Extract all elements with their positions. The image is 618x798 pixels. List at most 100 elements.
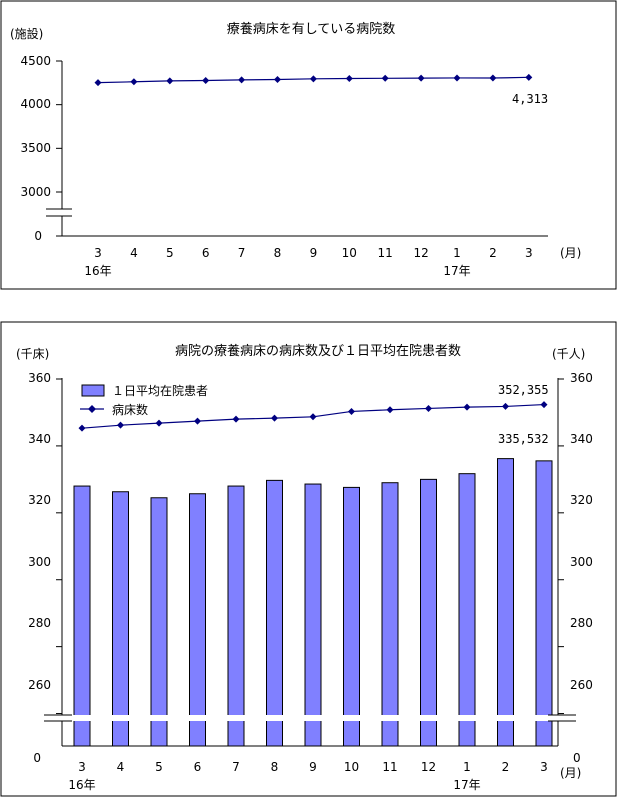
chart-2-bar [458, 473, 476, 747]
chart-1-xtick-label: 2 [489, 246, 497, 260]
chart-2-xtick-label: 9 [309, 760, 317, 774]
chart-2-xtick-label: 4 [117, 760, 125, 774]
chart-1-xtick-label: 6 [202, 246, 210, 260]
chart-1-point [166, 77, 174, 85]
chart-2-ytick-left-320: 320 [28, 493, 51, 507]
chart-2-xtick-label: 6 [194, 760, 202, 774]
chart-2-ytick-left-280: 280 [28, 616, 51, 630]
chart-2-bar [381, 482, 399, 747]
chart-2-point [463, 403, 471, 411]
chart-2-point [348, 407, 355, 415]
chart-2-y-ticks [56, 378, 564, 715]
chart-2-year-label: 16年 [68, 778, 95, 792]
chart-2-bar [266, 479, 283, 747]
chart-1-point [130, 78, 138, 86]
chart-2-point [540, 401, 548, 409]
chart-2-point [117, 421, 124, 429]
chart-2-bar [535, 460, 553, 747]
chart-2-point [271, 414, 278, 422]
chart-1-xtick-label: 1 [453, 246, 461, 260]
chart-2-ytick-left-360: 360 [28, 371, 51, 385]
chart-2-xtick-label: 10 [344, 760, 359, 774]
chart-1-ytick-3500: 3500 [20, 141, 51, 155]
chart-2-xtick-label: 2 [502, 760, 510, 774]
chart-1-series [94, 73, 533, 87]
chart-2-xtick-label: 1 [463, 760, 471, 774]
chart-2-bar [304, 483, 322, 747]
chart-1-point [238, 76, 246, 84]
chart-1-point [525, 73, 533, 81]
chart-2-xtick-label: 5 [155, 760, 163, 774]
chart-1-year-label: 17年 [443, 264, 470, 278]
chart-2-ytick-left-340: 340 [28, 432, 51, 446]
chart-2-ytick-right-260: 260 [570, 678, 593, 692]
chart-2-year-label: 17年 [453, 778, 480, 792]
chart-1-y-ticks [56, 60, 62, 237]
chart-2-bar [343, 486, 360, 747]
chart-1-ytick-0: 0 [34, 229, 42, 243]
chart-2: 病院の療養病床の病床数及び１日平均在院患者数 (千床) (千人) (月) 0 2… [0, 321, 617, 797]
chart-2-point [155, 419, 163, 427]
chart-2-bars [73, 458, 553, 747]
chart-1-point [309, 75, 317, 83]
chart-2-bar [112, 491, 129, 747]
chart-2-xtick-label: 3 [78, 760, 86, 774]
chart-1-xtick-label: 9 [310, 246, 318, 260]
chart-2-x-unit: (月) [560, 766, 581, 780]
chart-2-xtick-label: 12 [421, 760, 436, 774]
chart-1-point [274, 76, 281, 84]
chart-2-ytick-right-340: 340 [570, 432, 593, 446]
chart-2-bar [497, 458, 514, 747]
chart-1-axis-break [44, 208, 74, 217]
chart-1-point [417, 74, 425, 82]
legend-line-marker [88, 405, 96, 413]
chart-2-bar-last-label: 335,532 [498, 432, 549, 446]
legend-bar-swatch [81, 384, 105, 397]
chart-1-point [489, 74, 497, 82]
chart-2-point [78, 424, 86, 432]
chart-1-ytick-4000: 4000 [20, 97, 51, 111]
chart-2-point [502, 402, 509, 410]
chart-2-axis-break [40, 714, 580, 722]
chart-1-xtick-label: 3 [94, 246, 102, 260]
chart-2-point [309, 413, 317, 421]
chart-2-y-unit-left: (千床) [16, 347, 49, 361]
chart-2-point [425, 404, 432, 412]
chart-2-bar [150, 497, 168, 747]
chart-2-ytick-right-360: 360 [570, 371, 593, 385]
chart-1-last-value-label: 4,313 [512, 92, 548, 106]
chart-1-xtick-label: 10 [342, 246, 357, 260]
chart-1-ytick-4500: 4500 [20, 54, 51, 68]
chart-2-ytick-right-280: 280 [570, 616, 593, 630]
chart-1-y-unit: (施設) [10, 26, 43, 41]
chart-2-xtick-label: 3 [540, 760, 548, 774]
chart-2-point [232, 415, 240, 423]
legend-bar-label: １日平均在院患者 [112, 384, 208, 398]
chart-2-ytick-left-300: 300 [28, 555, 51, 569]
chart-2-title: 病院の療養病床の病床数及び１日平均在院患者数 [175, 343, 461, 359]
chart-2-ytick-left-0: 0 [33, 751, 41, 765]
chart-1-xtick-label: 8 [274, 246, 282, 260]
chart-1-point [381, 74, 389, 82]
chart-1-point [453, 74, 461, 82]
chart-1-point [202, 76, 210, 84]
chart-2-line-last-label: 352,355 [498, 383, 549, 397]
chart-2-ytick-right-300: 300 [570, 555, 593, 569]
chart-2-legend: １日平均在院患者 病床数 [80, 384, 208, 417]
chart-2-bar [189, 493, 206, 747]
chart-2-xtick-label: 11 [382, 760, 397, 774]
chart-1-ytick-3000: 3000 [20, 185, 51, 199]
chart-1-title: 療養病床を有している病院数 [227, 21, 396, 37]
chart-1-xtick-label: 7 [238, 246, 246, 260]
chart-1-xtick-label: 3 [525, 246, 533, 260]
chart-2-ytick-right-320: 320 [570, 493, 593, 507]
chart-1-point [345, 74, 353, 82]
chart-2-bar [227, 485, 245, 747]
chart-1-xtick-label: 4 [130, 246, 138, 260]
chart-1-xtick-label: 5 [166, 246, 174, 260]
legend-line-label: 病床数 [112, 402, 148, 417]
chart-2-y-unit-right: (千人) [552, 347, 585, 361]
